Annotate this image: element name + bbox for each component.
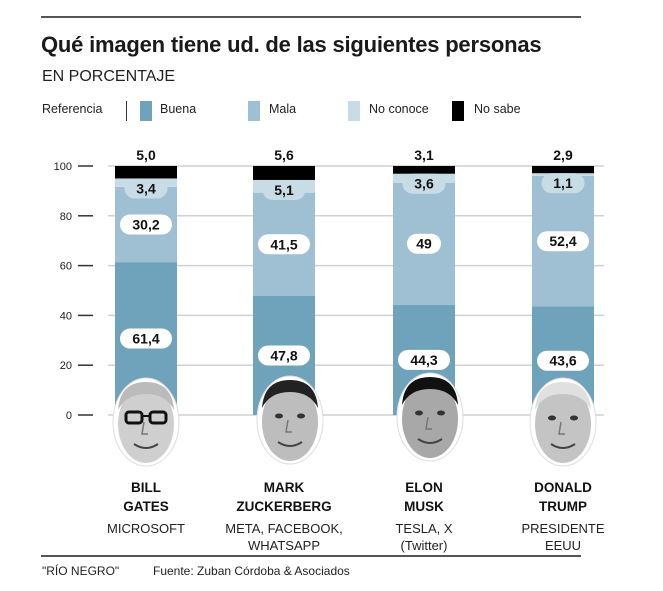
legend-swatch-no-conoce	[348, 101, 360, 121]
value-label-no-sabe: 2,9	[553, 147, 573, 163]
person-org-line2: (Twitter)	[400, 538, 448, 553]
value-label-buena: 61,4	[132, 331, 159, 347]
value-label-mala: 49	[416, 236, 432, 252]
person-org-line1: TESLA, X	[395, 521, 453, 536]
bar-segment-no-sabe	[393, 166, 455, 174]
person-label-zuckerberg: MARK ZUCKERBERG META, FACEBOOK, WHATSAPP	[214, 478, 354, 554]
elon-musk-face-icon	[396, 372, 464, 462]
chart-title: Qué imagen tiene ud. de las siguientes p…	[41, 32, 542, 57]
value-label-no-conoce: 3,4	[136, 180, 156, 196]
value-pill-mala	[258, 234, 310, 255]
person-org-line2: EEUU	[544, 538, 582, 553]
person-name-line1: MARK	[263, 480, 305, 495]
person-org-line1: META, FACEBOOK,	[225, 521, 343, 536]
legend-separator	[126, 101, 127, 121]
person-name-line2: TRUMP	[539, 499, 587, 514]
value-pill-no-conoce	[402, 173, 446, 194]
y-tick-label: 80	[60, 211, 72, 223]
person-org-line2: WHATSAPP	[248, 538, 320, 553]
value-label-buena: 47,8	[270, 347, 297, 363]
y-tick-label: 60	[60, 261, 72, 273]
person-name-line1: ELON	[405, 480, 443, 495]
value-pill-no-conoce	[262, 179, 306, 200]
person-name-line2: MUSK	[404, 499, 444, 514]
y-tick-label: 0	[66, 410, 72, 422]
legend-label: Referencia	[42, 102, 103, 116]
value-label-mala: 41,5	[270, 236, 297, 252]
footer-credit: "RÍO NEGRO"	[42, 564, 120, 578]
legend-text-no-conoce: No conoce	[369, 102, 429, 116]
footer: "RÍO NEGRO" Fuente: Zuban Córdoba & Asoc…	[42, 564, 350, 578]
legend-swatch-buena	[140, 101, 152, 121]
bottom-rule	[41, 555, 581, 557]
bar-segment-no-sabe	[115, 166, 177, 179]
value-label-mala: 30,2	[132, 217, 159, 233]
value-pill-buena	[258, 345, 310, 366]
value-pill-buena	[398, 349, 450, 370]
value-label-buena: 44,3	[410, 352, 437, 368]
person-org-line1: MICROSOFT	[107, 521, 185, 536]
bar-segment-no-sabe	[253, 166, 315, 180]
value-label-no-conoce: 3,6	[414, 176, 434, 192]
mark-zuckerberg-face-icon	[256, 375, 324, 465]
y-tick-label: 40	[60, 310, 72, 322]
chart-subtitle: EN PORCENTAJE	[42, 68, 176, 85]
legend-swatch-no-sabe	[452, 101, 464, 121]
bar-segment-no-sabe	[532, 166, 594, 174]
person-org-line1: PRESIDENTE	[521, 521, 605, 536]
value-label-no-sabe: 5,6	[274, 147, 294, 163]
value-label-no-conoce: 1,1	[553, 175, 573, 191]
person-name-line2: ZUCKERBERG	[236, 499, 332, 514]
y-tick-label: 20	[60, 360, 72, 372]
person-name-line1: BILL	[131, 480, 161, 495]
person-name-line2: GATES	[123, 499, 169, 514]
value-pill-mala	[120, 214, 172, 235]
person-label-musk: ELON MUSK TESLA, X (Twitter)	[354, 478, 494, 554]
value-pill-no-conoce	[124, 178, 168, 199]
footer-source: Fuente: Zuban Córdoba & Asociados	[153, 564, 350, 578]
y-tick-label: 100	[54, 161, 72, 173]
bill-gates-face-icon	[112, 377, 180, 467]
value-label-no-conoce: 5,1	[274, 182, 294, 198]
value-label-buena: 43,6	[549, 353, 576, 369]
person-label-gates: BILL GATES MICROSOFT	[76, 478, 216, 537]
donald-trump-face-icon	[529, 377, 597, 467]
value-pill-buena	[537, 350, 589, 371]
top-rule	[41, 16, 581, 18]
person-name-line1: DONALD	[534, 480, 592, 495]
value-pill-mala	[407, 233, 441, 254]
value-pill-buena	[120, 328, 172, 349]
legend-text-no-sabe: No sabe	[474, 102, 521, 116]
value-label-mala: 52,4	[549, 233, 576, 249]
person-label-trump: DONALD TRUMP PRESIDENTE EEUU	[493, 478, 633, 554]
value-pill-mala	[537, 231, 589, 252]
legend-text-mala: Mala	[269, 102, 297, 116]
value-label-no-sabe: 5,0	[136, 147, 156, 163]
value-label-no-sabe: 3,1	[414, 147, 434, 163]
value-pill-no-conoce	[541, 173, 585, 194]
legend-text-buena: Buena	[160, 102, 197, 116]
legend-swatch-mala	[248, 101, 260, 121]
